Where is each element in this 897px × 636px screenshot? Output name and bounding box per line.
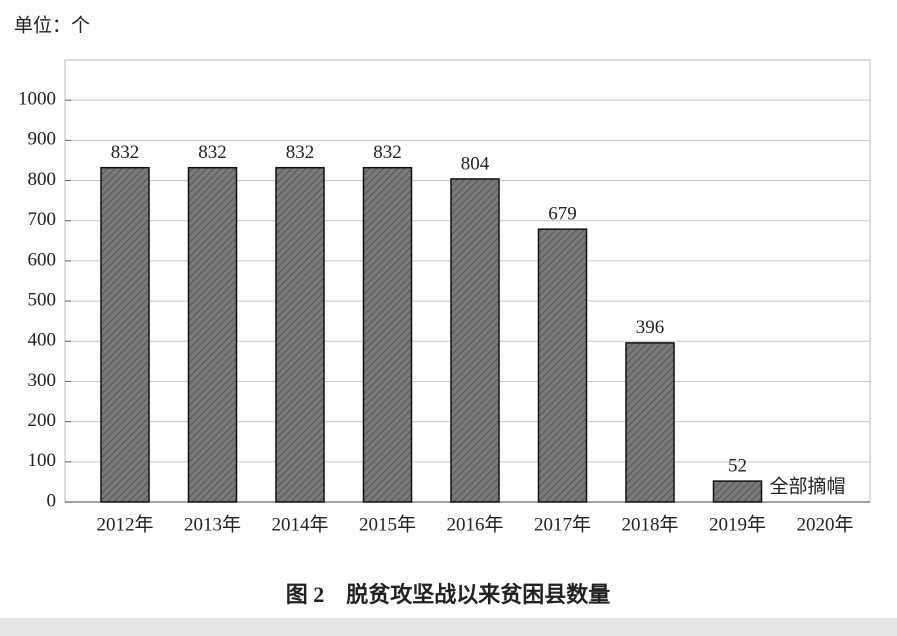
y-tick-label: 900 [28,129,57,150]
data-label: 679 [548,204,577,225]
chart-title: 图 2 脱贫攻坚战以来贫困县数量 [286,582,611,607]
bar [450,178,500,503]
footer-strip [0,618,897,636]
bar [275,166,325,503]
data-label: 804 [461,153,490,174]
data-label: 396 [636,317,665,338]
x-tick-label: 2019年 [709,513,766,535]
x-tick-label: 2013年 [184,513,241,535]
y-tick-label: 0 [47,490,57,511]
x-tick-label: 2012年 [96,513,153,535]
y-tick-label: 300 [28,370,57,391]
x-tick-label: 2017年 [534,513,591,535]
y-tick-label: 800 [28,169,57,190]
bar [362,166,413,503]
y-tick-label: 500 [28,289,57,310]
x-tick-label: 2020年 [796,513,853,535]
data-label: 832 [198,142,227,163]
x-tick-label: 2015年 [359,513,416,535]
bar [187,166,238,503]
y-tick-label: 200 [28,410,57,431]
x-tick-label: 2018年 [621,513,678,535]
y-tick-label: 700 [28,209,57,230]
data-label: 832 [111,142,140,163]
y-tick-label: 100 [28,450,57,471]
unit-label: 单位：个 [14,14,90,36]
y-tick-label: 600 [28,249,57,270]
bar [537,228,588,503]
y-tick-label: 1000 [18,89,56,110]
bar [712,480,763,503]
data-label: 832 [286,142,315,163]
x-tick-label: 2016年 [446,513,503,535]
annotation: 全部摘帽 [770,475,846,497]
bar [100,166,150,503]
x-tick-label: 2014年 [271,513,328,535]
data-label: 52 [728,455,747,476]
bar [625,342,675,503]
y-tick-label: 400 [28,330,57,351]
data-label: 832 [373,142,402,163]
